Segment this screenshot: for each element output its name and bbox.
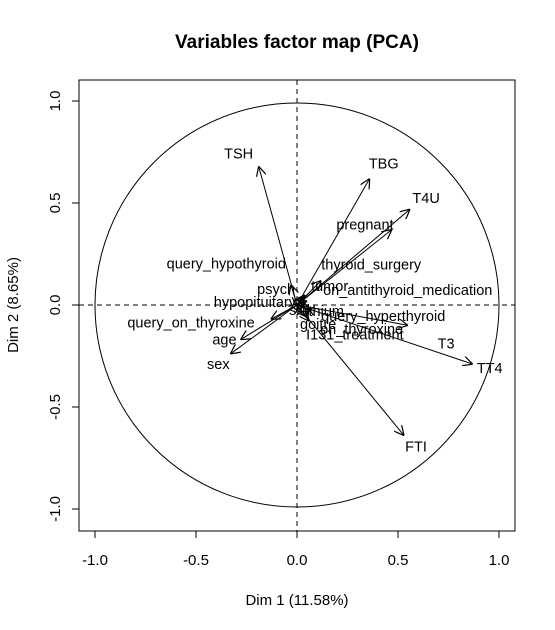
label-tumor: tumor — [311, 279, 348, 295]
label-query_on_thyroxine: query_on_thyroxine — [127, 315, 254, 331]
y-tick-label: 1.0 — [47, 91, 64, 112]
label-on_antithyroid_medication: on_antithyroid_medication — [323, 283, 492, 299]
arrow-TT4 — [296, 304, 473, 364]
label-sex: sex — [207, 357, 230, 373]
label-T3: T3 — [438, 336, 455, 352]
arrow-sex — [230, 304, 298, 354]
x-axis-label: Dim 1 (11.58%) — [245, 592, 348, 609]
label-TSH: TSH — [224, 146, 253, 162]
label-lithium: lithium — [302, 304, 344, 320]
arrow-age — [240, 304, 298, 340]
x-axis: -1.0 -0.5 0.0 0.5 1.0 — [82, 530, 510, 569]
y-axis: -1.0 -0.5 0.0 0.5 1.0 — [47, 91, 80, 522]
arrow-pregnant — [296, 230, 392, 306]
y-axis-label: Dim 2 (8.65%) — [5, 257, 22, 353]
arrow-FTI — [296, 304, 404, 436]
x-tick-label: -1.0 — [82, 552, 108, 569]
label-on_thyroxine: on_thyroxine — [320, 322, 403, 338]
label-hypopituitary: hypopituitary — [214, 295, 297, 311]
label-query_hyperthyroid: query_hyperthyroid — [321, 309, 445, 325]
y-tick-label: -1.0 — [47, 496, 64, 522]
arrow-TBG — [296, 179, 370, 306]
label-sick: sick — [289, 303, 315, 319]
y-tick-label: -0.5 — [47, 394, 64, 420]
arrow-T3 — [296, 304, 408, 325]
y-tick-label: 0.0 — [47, 295, 64, 316]
chart-title: Variables factor map (PCA) — [175, 32, 419, 53]
label-age: age — [212, 333, 236, 349]
label-FTI: FTI — [405, 440, 427, 456]
arrow-TSH — [259, 166, 298, 306]
label-goitre: goitre — [300, 317, 336, 333]
label-TBG: TBG — [369, 157, 399, 173]
label-pregnant: pregnant — [336, 218, 393, 234]
x-tick-label: 0.5 — [388, 552, 409, 569]
x-tick-label: 0.0 — [287, 552, 308, 569]
label-query_hypothyroid: query_hypothyroid — [167, 257, 286, 273]
variable-arrows — [230, 166, 472, 435]
label-I131_treatment: I131_treatment — [306, 327, 404, 343]
x-tick-label: 1.0 — [489, 552, 510, 569]
label-TT4: TT4 — [477, 361, 503, 377]
x-tick-label: -0.5 — [183, 552, 209, 569]
variable-labels: TSH TBG T4U pregnant thyroid_surgery query_hy… — [127, 146, 502, 455]
label-psych: psych — [257, 282, 295, 298]
y-tick-label: 0.5 — [47, 193, 64, 214]
label-T4U: T4U — [412, 191, 439, 207]
label-thyroid_surgery: thyroid_surgery — [321, 258, 422, 274]
